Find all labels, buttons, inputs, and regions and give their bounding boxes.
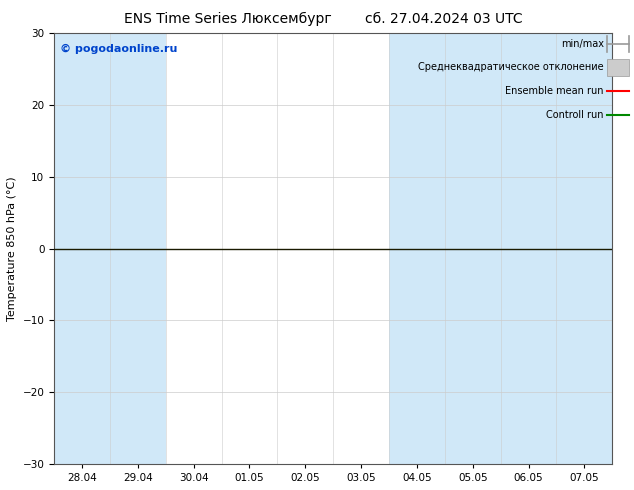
Text: Среднеквадратическое отклонение: Среднеквадратическое отклонение — [418, 63, 604, 73]
Y-axis label: Temperature 850 hPa (°C): Temperature 850 hPa (°C) — [7, 176, 17, 321]
Text: ENS Time Series Люксембург: ENS Time Series Люксембург — [124, 12, 332, 26]
Bar — [389, 33, 445, 464]
Bar — [110, 33, 165, 464]
Bar — [445, 33, 501, 464]
Text: min/max: min/max — [561, 39, 604, 49]
Text: Ensemble mean run: Ensemble mean run — [505, 86, 604, 96]
Bar — [607, 59, 629, 76]
Bar — [557, 33, 612, 464]
Bar — [501, 33, 557, 464]
Text: © pogodaonline.ru: © pogodaonline.ru — [60, 44, 177, 54]
Bar — [54, 33, 110, 464]
Text: сб. 27.04.2024 03 UTC: сб. 27.04.2024 03 UTC — [365, 12, 522, 26]
Text: Controll run: Controll run — [547, 110, 604, 120]
